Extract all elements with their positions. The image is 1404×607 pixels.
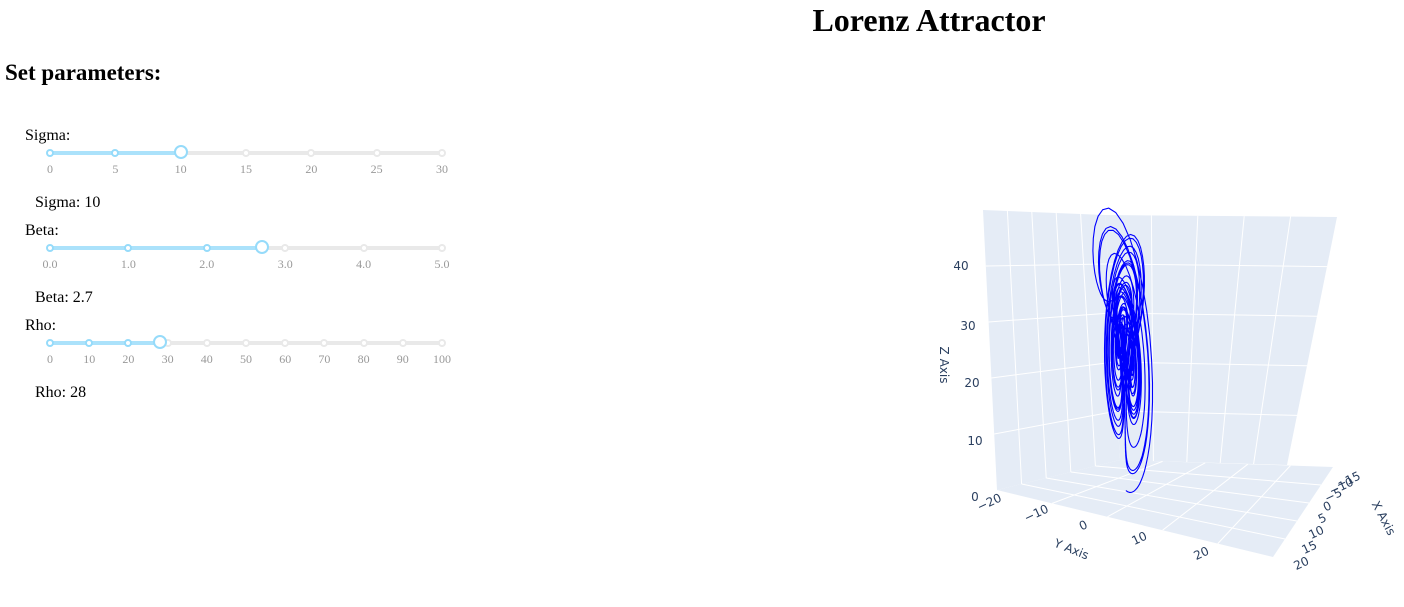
rho-slider-dot[interactable] <box>242 339 250 347</box>
rho-slider-track <box>50 341 160 345</box>
y-tick-label: 0 <box>1077 517 1090 533</box>
sigma-slider-mark[interactable]: 0 <box>47 162 53 176</box>
beta-slider-dot[interactable] <box>281 244 290 252</box>
z-tick-label: 20 <box>964 376 979 390</box>
rho-slider-dot[interactable] <box>320 339 329 347</box>
x-tick-label: 20 <box>1291 554 1311 573</box>
x-tick-label: 10 <box>1306 523 1326 542</box>
z-tick-label: 30 <box>960 319 975 333</box>
sigma-slider-dot[interactable] <box>46 149 54 157</box>
rho-slider-mark[interactable]: 20 <box>122 352 135 366</box>
z-tick-label: 0 <box>971 490 979 504</box>
sigma-slider-mark[interactable]: 20 <box>305 162 318 176</box>
beta-slider-dot[interactable] <box>202 244 211 252</box>
z-axis-title: Z Axis <box>937 347 951 384</box>
rho-slider-mark[interactable]: 60 <box>279 352 292 366</box>
beta-slider-dot[interactable] <box>359 244 368 252</box>
rho-slider-mark[interactable]: 90 <box>396 352 409 366</box>
rho-slider-mark[interactable]: 100 <box>433 352 451 366</box>
beta-slider-mark[interactable]: 3.0 <box>277 257 293 271</box>
page-title: Lorenz Attractor <box>812 2 1046 38</box>
y-tick-label: −20 <box>975 491 1004 514</box>
z-tick-label: 40 <box>953 259 968 273</box>
rho-slider-dot[interactable] <box>398 339 407 347</box>
rho-slider-mark[interactable]: 50 <box>240 352 252 366</box>
x-axis-title: X Axis <box>1369 499 1395 538</box>
beta-slider-dot[interactable] <box>124 244 133 252</box>
beta-slider-mark[interactable]: 5.0 <box>434 257 450 271</box>
trajectory-line <box>1092 207 1154 493</box>
grid-lines <box>985 210 1328 544</box>
z-tick-label: 10 <box>967 434 982 448</box>
wall-left <box>983 210 1120 490</box>
rho-slider-dot[interactable] <box>202 339 211 347</box>
beta-slider-dot[interactable] <box>438 244 446 252</box>
beta-slider-mark[interactable]: 4.0 <box>356 257 372 271</box>
x-tick-label: −5 <box>1322 485 1344 505</box>
wall-back <box>1105 215 1337 465</box>
sigma-slider-mark[interactable]: 15 <box>240 162 252 176</box>
rho-readout: Rho: 28 <box>35 384 87 401</box>
rho-slider-mark[interactable]: 40 <box>200 352 213 366</box>
beta-readout: Beta: 2.7 <box>35 289 93 306</box>
rho-slider-dot[interactable] <box>359 339 368 347</box>
sigma-slider-dot[interactable] <box>372 149 381 157</box>
lorenz-3d-plot[interactable]: 40 30 20 10 0 Z Axis −20 −10 0 10 20 Y A… <box>925 195 1398 590</box>
rho-slider-mark[interactable]: 80 <box>357 352 370 366</box>
rho-slider-dot[interactable] <box>281 339 290 347</box>
sigma-readout: Sigma: 10 <box>35 194 101 211</box>
sigma-slider-dot[interactable] <box>111 149 120 157</box>
sigma-slider-mark[interactable]: 10 <box>174 162 187 176</box>
rho-slider-dot[interactable] <box>46 339 54 347</box>
rho-slider-mark[interactable]: 30 <box>161 352 174 366</box>
rho-slider-handle[interactable] <box>152 335 167 349</box>
sigma-slider-mark[interactable]: 30 <box>436 162 448 176</box>
rho-slider-dot[interactable] <box>438 339 446 347</box>
y-tick-label: 10 <box>1129 529 1149 548</box>
sigma-slider-mark[interactable]: 25 <box>370 162 383 176</box>
sigma-slider-dot[interactable] <box>242 149 250 157</box>
rho-slider-mark[interactable]: 70 <box>318 352 331 366</box>
beta-slider-mark[interactable]: 0.0 <box>42 257 58 271</box>
sigma-slider-mark[interactable]: 5 <box>112 162 119 176</box>
rho-slider[interactable]: 0 10 20 30 40 50 60 70 80 90 100 <box>46 335 451 367</box>
sigma-slider-dot[interactable] <box>438 149 446 157</box>
lorenz-trajectory <box>1092 207 1154 493</box>
beta-slider-handle[interactable] <box>254 240 269 254</box>
y-tick-label: 20 <box>1191 544 1211 563</box>
rho-slider-dot[interactable] <box>124 339 133 347</box>
controls-heading: Set parameters: <box>5 60 162 85</box>
rho-slider-dot[interactable] <box>85 339 94 347</box>
sigma-slider[interactable]: 0 5 10 15 20 25 30 <box>46 145 448 177</box>
x-tick-label: 15 <box>1299 538 1319 557</box>
sigma-label: Sigma: <box>25 127 71 144</box>
plot-svg[interactable]: 40 30 20 10 0 Z Axis −20 −10 0 10 20 Y A… <box>925 195 1398 590</box>
beta-slider-mark[interactable]: 2.0 <box>199 257 215 271</box>
beta-label: Beta: <box>25 222 59 239</box>
beta-slider-dot[interactable] <box>46 244 54 252</box>
sigma-slider-handle[interactable] <box>173 145 188 159</box>
beta-slider-track <box>50 246 262 250</box>
beta-slider[interactable]: 0.0 1.0 2.0 3.0 4.0 5.0 <box>43 240 450 272</box>
rho-slider-mark[interactable]: 10 <box>83 352 96 366</box>
beta-slider-mark[interactable]: 1.0 <box>120 257 136 271</box>
sigma-slider-dot[interactable] <box>307 149 316 157</box>
rho-slider-mark[interactable]: 0 <box>47 352 53 366</box>
y-axis-title: Y Axis <box>1051 536 1091 563</box>
y-tick-label: −10 <box>1022 502 1051 525</box>
rho-label: Rho: <box>25 317 57 334</box>
